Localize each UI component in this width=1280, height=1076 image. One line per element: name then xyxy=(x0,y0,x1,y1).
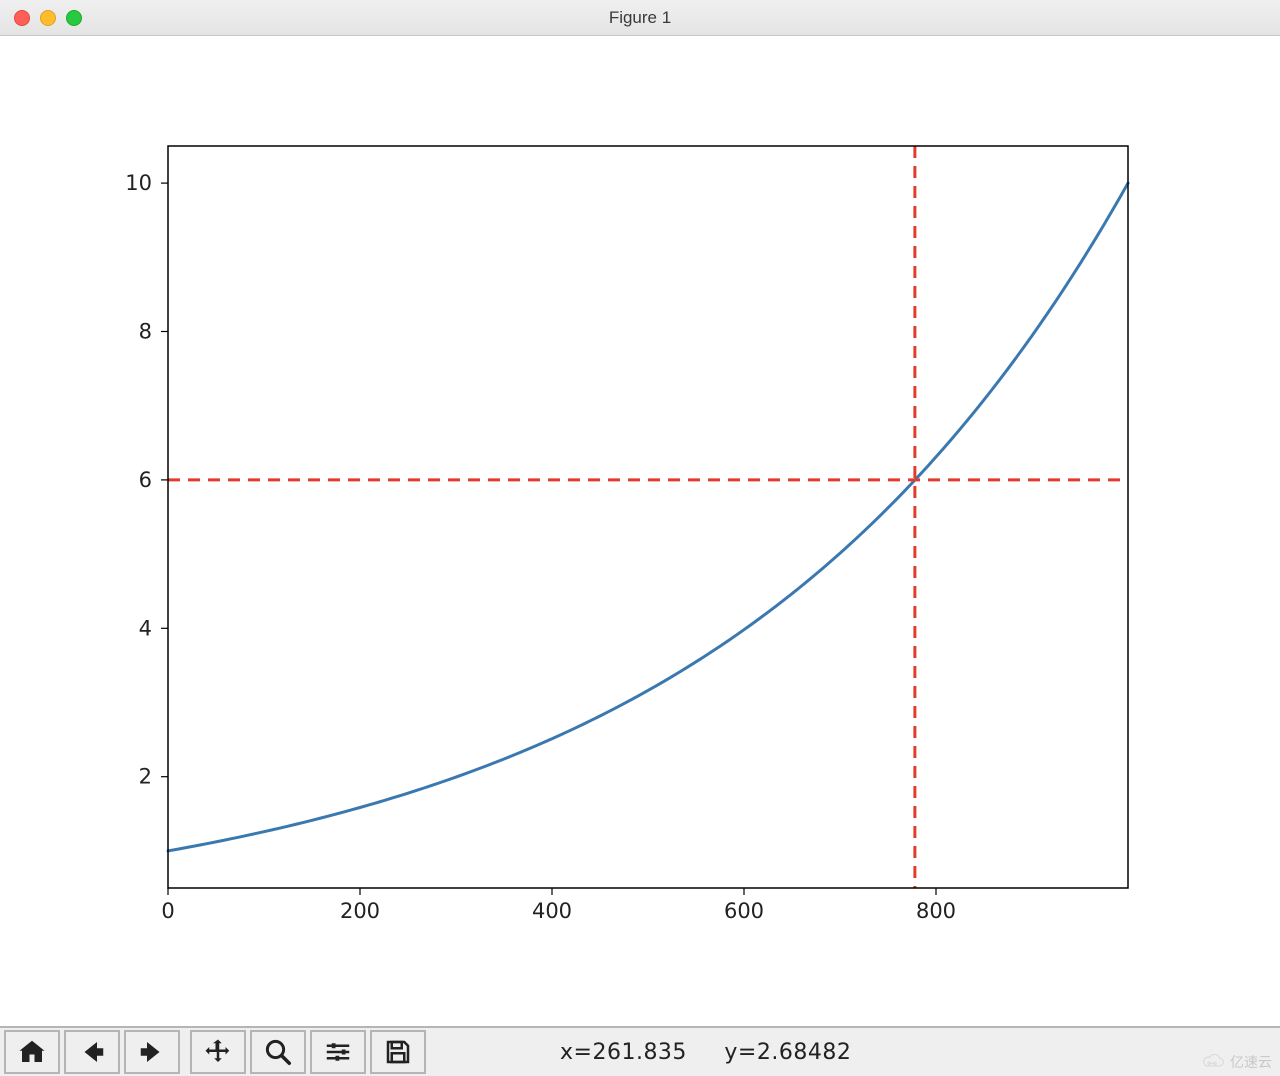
home-icon xyxy=(17,1037,47,1067)
xtick-label: 200 xyxy=(340,899,380,923)
arrow-right-icon xyxy=(137,1037,167,1067)
back-button[interactable] xyxy=(64,1030,120,1074)
chart-canvas[interactable]: 0 200 400 600 800 2 4 6 8 10 xyxy=(0,36,1280,1026)
move-icon xyxy=(203,1037,233,1067)
search-icon xyxy=(263,1037,293,1067)
watermark: 亿速云 xyxy=(1200,1052,1272,1072)
xtick-label: 0 xyxy=(161,899,174,923)
pan-button[interactable] xyxy=(190,1030,246,1074)
zoom-button[interactable] xyxy=(250,1030,306,1074)
maximize-icon[interactable] xyxy=(66,10,82,26)
chart-area: 0 200 400 600 800 2 4 6 8 10 xyxy=(0,36,1280,1026)
ytick-label: 10 xyxy=(125,171,152,195)
coord-y: y=2.68482 xyxy=(724,1040,851,1065)
close-icon[interactable] xyxy=(14,10,30,26)
window-title: Figure 1 xyxy=(0,8,1280,28)
ytick-label: 8 xyxy=(139,320,152,344)
cloud-icon xyxy=(1200,1054,1226,1070)
ytick-label: 6 xyxy=(139,468,152,492)
ytick-label: 2 xyxy=(139,765,152,789)
toolbar: x=261.835 y=2.68482 亿速云 xyxy=(0,1026,1280,1076)
app-window: Figure 1 0 200 400 600 800 2 4 6 8 10 xyxy=(0,0,1280,1076)
forward-button[interactable] xyxy=(124,1030,180,1074)
minimize-icon[interactable] xyxy=(40,10,56,26)
cursor-coordinates: x=261.835 y=2.68482 xyxy=(560,1040,851,1065)
titlebar: Figure 1 xyxy=(0,0,1280,36)
traffic-lights xyxy=(14,10,82,26)
watermark-text: 亿速云 xyxy=(1230,1052,1272,1072)
xtick-label: 600 xyxy=(724,899,764,923)
xtick-label: 800 xyxy=(916,899,956,923)
xtick-label: 400 xyxy=(532,899,572,923)
ytick-label: 4 xyxy=(139,616,152,640)
coord-x: x=261.835 xyxy=(560,1040,687,1065)
arrow-left-icon xyxy=(77,1037,107,1067)
sliders-icon xyxy=(323,1037,353,1067)
subplots-button[interactable] xyxy=(310,1030,366,1074)
home-button[interactable] xyxy=(4,1030,60,1074)
save-button[interactable] xyxy=(370,1030,426,1074)
save-icon xyxy=(383,1037,413,1067)
